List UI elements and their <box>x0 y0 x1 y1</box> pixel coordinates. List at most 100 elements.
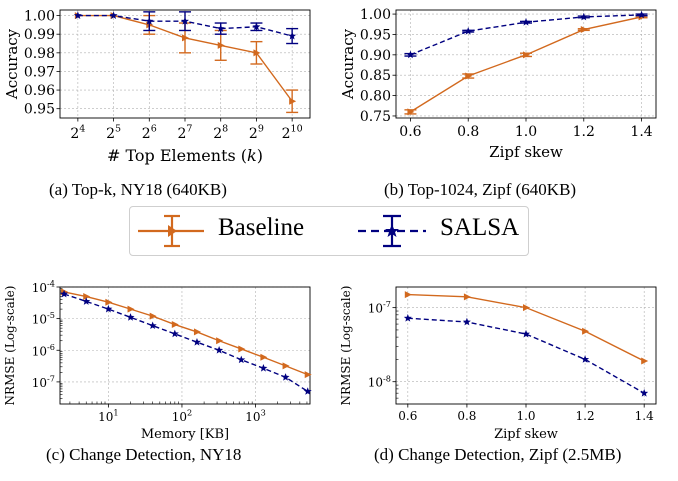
tick-label-x: 0.8 <box>457 409 476 423</box>
data-point <box>303 387 312 395</box>
data-point <box>127 305 135 313</box>
tick-label-y: 10-7 <box>32 373 55 389</box>
data-point <box>260 353 268 361</box>
data-point <box>73 11 82 19</box>
data-point <box>404 291 412 299</box>
data-point <box>523 304 530 312</box>
data-point <box>522 329 530 338</box>
legend-label-baseline: Baseline <box>218 214 305 241</box>
legend-baseline-marker <box>138 214 204 248</box>
tick-label-x: 0.8 <box>457 124 479 140</box>
tick-label-x: 1.4 <box>635 409 654 423</box>
data-point <box>253 49 261 57</box>
data-point <box>82 297 91 305</box>
data-point <box>104 304 113 313</box>
tick-label-x: 28 <box>213 124 228 142</box>
series-c-baseline <box>61 288 312 379</box>
data-point <box>579 12 588 21</box>
tick-label-y: 0.95 <box>360 27 391 43</box>
ylabel-a: Accuracy <box>3 28 21 100</box>
ylabel-d: NRMSE (Log-scale) <box>339 286 353 406</box>
chart-a: 24 25 26 27 28 29 210 0.95 0.96 0.97 0.98 0.99 1.00 #… <box>3 9 311 165</box>
series-b-baseline <box>404 13 648 116</box>
data-point <box>523 51 530 59</box>
data-point <box>403 314 412 322</box>
data-point <box>463 293 471 301</box>
tick-label-y: 10-8 <box>368 373 391 389</box>
data-point <box>289 97 297 105</box>
tick-label-x: 1.2 <box>573 124 595 140</box>
tick-label-y: 10-4 <box>32 279 55 295</box>
data-point <box>149 312 157 320</box>
data-point <box>193 328 201 336</box>
data-point <box>581 355 590 363</box>
tick-label-y: 0.80 <box>360 89 391 105</box>
tick-label-x: 1.0 <box>515 124 537 140</box>
tick-label-x: 102 <box>172 408 192 424</box>
data-point <box>580 26 588 34</box>
tick-label-y: 1.00 <box>24 9 55 25</box>
data-point <box>126 313 135 321</box>
data-point <box>259 364 268 372</box>
data-point <box>522 18 530 26</box>
tick-label-x: 0.6 <box>398 409 417 423</box>
tick-label-y: 10-5 <box>32 310 55 326</box>
xlabel-d: Zipf skew <box>494 427 558 442</box>
data-point <box>60 289 69 298</box>
chart-c: 101 102 103 10-4 10-5 10-6 10-7 Memory [KB] NRMS… <box>3 279 312 442</box>
tick-label-x: 24 <box>70 124 85 142</box>
xlabel-a: # Top Elements (k) <box>107 146 263 165</box>
data-point <box>282 362 290 370</box>
legend-label-salsa: SALSA <box>440 214 520 241</box>
data-point <box>637 10 646 19</box>
series-line <box>63 293 309 393</box>
series-a-salsa <box>73 11 299 45</box>
data-point <box>252 22 261 31</box>
data-point <box>83 293 91 301</box>
tick-label-y: 0.99 <box>24 27 55 43</box>
chart-b: 0.6 0.8 1.0 1.2 1.4 0.75 0.80 0.85 0.90 0.95 1.00 Z… <box>339 7 657 161</box>
series-b-salsa <box>404 10 648 59</box>
tick-label-y: 1.00 <box>360 7 391 23</box>
data-point <box>304 371 312 379</box>
data-point <box>464 26 473 35</box>
data-point <box>406 50 415 59</box>
tick-label-y: 0.85 <box>360 68 391 84</box>
tick-label-y: 10-6 <box>32 342 55 358</box>
ylabel-b: Accuracy <box>339 28 357 100</box>
data-point <box>640 388 649 397</box>
data-point <box>192 337 201 346</box>
data-point <box>216 24 225 33</box>
tick-label-y: 0.96 <box>24 83 55 99</box>
data-point <box>465 72 473 80</box>
ylabel-c: NRMSE (Log-scale) <box>3 286 17 406</box>
data-point <box>216 337 224 345</box>
data-point <box>109 11 118 19</box>
legend-salsa-marker <box>358 214 426 248</box>
tick-label-y: 0.97 <box>24 64 55 80</box>
legend: Baseline SALSA <box>129 206 529 256</box>
grid-d <box>396 287 656 404</box>
caption-a: (a) Top-k, NY18 (640KB) <box>49 180 227 199</box>
series-d-baseline <box>404 291 649 365</box>
data-point <box>238 345 246 353</box>
data-point <box>407 108 415 116</box>
axes-frame-c <box>59 286 311 405</box>
caption-c: (c) Change Detection, NY18 <box>46 445 242 464</box>
tick-label-x: 101 <box>98 408 118 424</box>
data-point <box>148 321 157 330</box>
data-point <box>237 355 246 364</box>
tick-label-x: 1.4 <box>630 124 652 140</box>
tick-label-x: 25 <box>106 124 121 142</box>
tick-label-x: 1.0 <box>516 409 535 423</box>
data-point <box>145 16 154 25</box>
data-point <box>288 31 297 40</box>
series-d-salsa <box>403 314 649 397</box>
data-point <box>281 373 290 381</box>
data-point <box>215 346 224 354</box>
series-a-baseline <box>74 12 299 114</box>
tick-label-y: 0.95 <box>24 102 55 118</box>
legend-markers <box>138 214 426 248</box>
grid-b <box>396 10 656 118</box>
